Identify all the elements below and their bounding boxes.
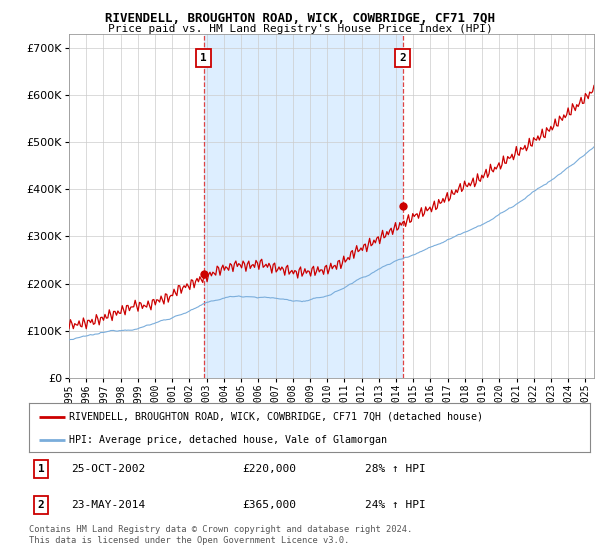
Text: 23-MAY-2014: 23-MAY-2014 <box>71 500 145 510</box>
Text: HPI: Average price, detached house, Vale of Glamorgan: HPI: Average price, detached house, Vale… <box>69 435 387 445</box>
Text: Contains HM Land Registry data © Crown copyright and database right 2024.
This d: Contains HM Land Registry data © Crown c… <box>29 525 412 545</box>
Text: 2: 2 <box>400 53 406 63</box>
Text: £365,000: £365,000 <box>242 500 296 510</box>
Text: 25-OCT-2002: 25-OCT-2002 <box>71 464 145 474</box>
Text: Price paid vs. HM Land Registry's House Price Index (HPI): Price paid vs. HM Land Registry's House … <box>107 24 493 34</box>
Bar <box>203 34 403 378</box>
Text: RIVENDELL, BROUGHTON ROAD, WICK, COWBRIDGE, CF71 7QH: RIVENDELL, BROUGHTON ROAD, WICK, COWBRID… <box>105 12 495 25</box>
Text: 28% ↑ HPI: 28% ↑ HPI <box>365 464 426 474</box>
Text: 1: 1 <box>38 464 44 474</box>
Text: 24% ↑ HPI: 24% ↑ HPI <box>365 500 426 510</box>
Text: 2: 2 <box>38 500 44 510</box>
Text: RIVENDELL, BROUGHTON ROAD, WICK, COWBRIDGE, CF71 7QH (detached house): RIVENDELL, BROUGHTON ROAD, WICK, COWBRID… <box>69 412 483 422</box>
Text: £220,000: £220,000 <box>242 464 296 474</box>
Text: 1: 1 <box>200 53 207 63</box>
